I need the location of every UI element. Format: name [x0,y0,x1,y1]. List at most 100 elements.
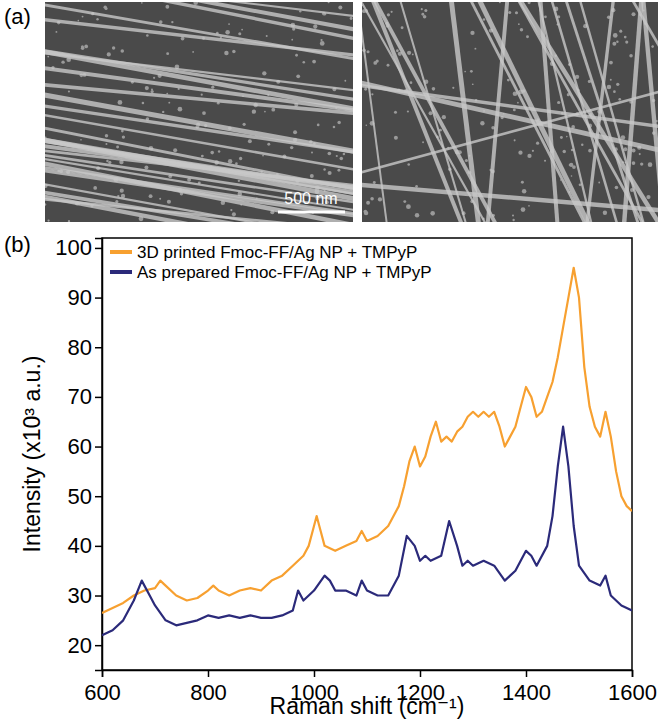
x-tick-mark [632,670,634,677]
texture [141,2,143,4]
x-tick: 1600 [608,670,657,705]
fiber [45,181,353,222]
texture [68,90,70,92]
texture [378,197,382,201]
legend-entry: As prepared Fmoc-FF/Ag NP + TMPyP [137,263,432,282]
texture [178,107,183,112]
texture [338,6,342,10]
texture [171,21,173,23]
texture [598,182,600,184]
texture [521,207,526,212]
texture [310,174,314,178]
texture [267,143,270,146]
texture [93,186,97,190]
texture [569,163,573,167]
x-tick-label: 1600 [608,680,657,705]
texture [391,11,393,13]
texture [248,139,252,143]
legend-swatch [110,270,132,274]
texture [252,109,256,113]
y-tick: 30 [68,583,102,608]
texture [303,61,306,64]
texture [424,9,427,12]
texture [68,220,70,222]
texture [483,18,486,21]
texture [526,35,529,38]
texture [527,154,531,158]
texture [625,41,628,44]
texture [144,165,148,169]
texture [366,201,370,205]
texture [394,111,397,114]
texture [632,161,636,165]
texture [122,135,125,138]
texture [367,50,370,53]
x-tick-mark [208,670,210,677]
texture [320,41,325,46]
y-tick: 80 [68,335,102,360]
texture [145,86,149,90]
fiber [45,2,353,42]
texture [452,87,454,89]
texture [616,40,618,42]
fiber [642,2,658,222]
texture [364,211,368,215]
texture [146,34,149,37]
texture [350,17,353,20]
texture [108,161,111,164]
y-tick-mark [95,248,102,250]
texture [528,2,531,4]
y-axis: 2030405060708090100 [55,235,102,670]
fiber [575,2,649,222]
texture [544,15,547,18]
texture [430,211,435,216]
texture [336,155,338,157]
y-tick-label: 60 [68,434,92,459]
y-tick-label: 80 [68,335,92,360]
y-tick: 70 [68,384,102,409]
texture [508,11,511,14]
x-axis-title: Raman shift (cm⁻¹) [270,693,465,719]
texture [225,30,230,35]
texture [394,136,398,140]
x-tick-mark [420,670,422,677]
texture [311,152,313,154]
texture [609,61,613,65]
texture [340,157,344,161]
y-tick: 100 [55,235,102,260]
texture [412,54,414,56]
texture [328,171,332,175]
x-tick-mark [526,670,528,677]
texture [317,124,320,127]
texture [264,111,266,113]
texture [422,141,424,143]
texture [421,8,423,10]
texture [314,26,317,29]
plot-frame [102,238,632,670]
texture [120,189,124,193]
y-tick-label: 70 [68,384,92,409]
texture [105,134,108,137]
x-tick-mark [314,670,316,677]
fiber [362,87,658,178]
texture [518,151,522,155]
texture [616,83,619,86]
y-tick-label: 20 [68,633,92,658]
texture [612,42,616,46]
texture [536,142,539,145]
texture [118,100,123,105]
x-tick: 1400 [502,670,551,705]
texture [522,189,527,194]
texture [232,212,236,216]
texture [201,155,204,158]
texture [613,33,618,38]
texture [401,26,404,29]
texture [271,108,275,112]
texture [337,169,340,172]
fiber [449,2,481,222]
texture [464,71,466,73]
texture [55,31,57,33]
texture [343,153,346,156]
texture [566,136,568,138]
y-axis-line [95,239,103,671]
